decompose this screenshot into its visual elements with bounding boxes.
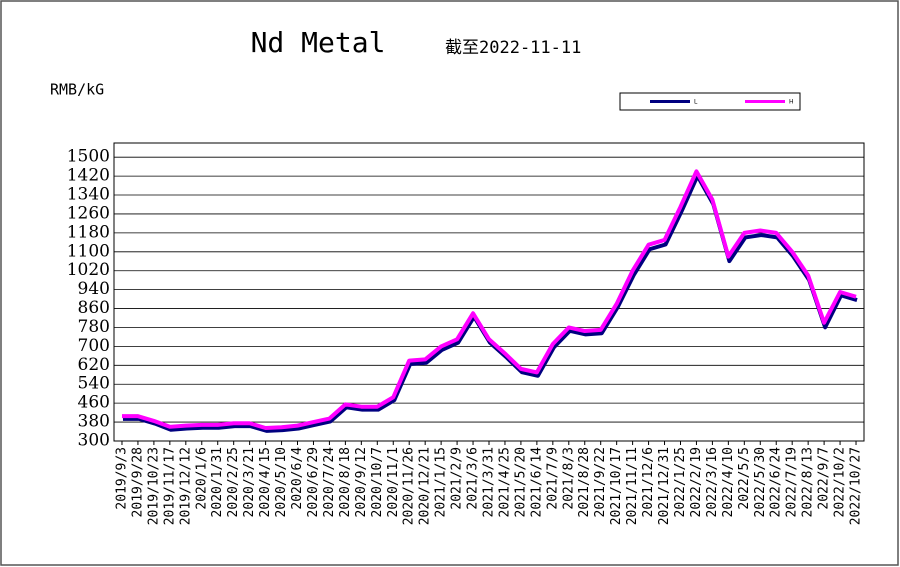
y-tick-label: 940 xyxy=(78,279,110,299)
y-tick-label: 1260 xyxy=(67,203,110,223)
x-tick-label: 2022/6/24 xyxy=(769,447,784,518)
legend-box xyxy=(619,92,801,111)
x-tick-label: 2019/9/28 xyxy=(130,447,145,517)
y-tick-label: 1420 xyxy=(67,166,110,186)
x-tick-label: 2019/10/23 xyxy=(146,447,161,525)
x-tick-label: 2021/3/31 xyxy=(482,447,497,517)
x-tick-label: 2021/12/31 xyxy=(657,447,672,525)
y-tick-label: 540 xyxy=(78,374,110,394)
y-tick-label: 1100 xyxy=(67,241,110,261)
x-tick-label: 2020/9/12 xyxy=(354,447,369,517)
y-tick-label: 620 xyxy=(78,355,110,375)
x-tick-label: 2021/11/11 xyxy=(625,447,640,525)
x-tick-label: 2020/4/15 xyxy=(258,447,273,517)
x-tick-label: 2021/2/9 xyxy=(450,447,465,510)
x-tick-label: 2022/5/30 xyxy=(753,447,768,517)
x-tick-label: 2022/1/25 xyxy=(673,447,688,517)
x-tick-label: 2021/12/6 xyxy=(641,447,656,517)
y-tick-label: 380 xyxy=(78,412,110,432)
legend-label: H xyxy=(789,99,794,106)
x-tick-label: 2020/6/4 xyxy=(290,447,305,510)
y-tick-label: 860 xyxy=(78,298,110,318)
x-tick-label: 2020/10/7 xyxy=(370,447,385,517)
x-tick-label: 2021/3/6 xyxy=(466,447,481,510)
x-tick-label: 2019/12/12 xyxy=(178,447,193,525)
x-tick-label: 2020/3/21 xyxy=(242,447,257,517)
x-tick-label: 2022/8/13 xyxy=(801,447,816,517)
x-tick-label: 2020/1/31 xyxy=(210,447,225,517)
x-tick-label: 2020/7/24 xyxy=(322,447,337,518)
legend-label: L xyxy=(694,99,698,106)
x-tick-label: 2019/11/17 xyxy=(162,447,177,525)
y-tick-label: 780 xyxy=(78,317,110,337)
x-tick-label: 2022/3/16 xyxy=(705,447,720,517)
y-tick-label: 460 xyxy=(78,393,110,413)
y-tick-label: 700 xyxy=(78,336,110,356)
x-tick-label: 2021/8/3 xyxy=(561,447,576,510)
y-tick-label: 1340 xyxy=(67,185,110,205)
x-tick-label: 2020/11/1 xyxy=(386,447,401,517)
chart-subtitle: 截至2022-11-11 xyxy=(445,38,581,58)
y-tick-label: 1500 xyxy=(67,147,110,167)
chart-title: Nd Metal xyxy=(251,26,386,59)
x-tick-label: 2020/8/18 xyxy=(338,447,353,517)
x-tick-label: 2021/9/22 xyxy=(593,447,608,517)
x-tick-label: 2021/8/28 xyxy=(577,447,592,517)
y-tick-label: 1180 xyxy=(67,222,110,242)
x-tick-label: 2020/5/10 xyxy=(274,447,289,517)
y-axis-label: RMB/kG xyxy=(50,81,104,99)
y-tick-label: 1020 xyxy=(67,260,110,280)
x-tick-label: 2020/11/26 xyxy=(402,447,417,525)
x-tick-label: 2022/10/2 xyxy=(833,447,848,517)
x-tick-label: 2020/2/25 xyxy=(226,447,241,517)
x-tick-label: 2022/2/19 xyxy=(689,447,704,517)
x-tick-label: 2022/4/10 xyxy=(721,447,736,517)
x-tick-label: 2022/5/5 xyxy=(737,447,752,510)
x-tick-label: 2022/9/7 xyxy=(817,447,832,510)
x-tick-label: 2020/12/21 xyxy=(418,447,433,525)
y-tick-label: 300 xyxy=(78,431,110,451)
line-series xyxy=(121,169,857,430)
x-tick-label: 2021/6/14 xyxy=(529,447,544,518)
x-tick-label: 2021/7/9 xyxy=(545,447,560,510)
x-tick-label: 2021/10/17 xyxy=(609,447,624,525)
x-tick-label: 2022/10/27 xyxy=(849,447,864,525)
x-tick-label: 2020/6/29 xyxy=(306,447,321,517)
x-tick-label: 2021/1/15 xyxy=(434,447,449,517)
x-tick-label: 2022/7/19 xyxy=(785,447,800,517)
x-tick-label: 2021/5/20 xyxy=(513,447,528,517)
x-tick-label: 2021/4/25 xyxy=(497,447,512,517)
x-tick-label: 2020/1/6 xyxy=(194,447,209,510)
x-tick-label: 2019/9/3 xyxy=(114,447,129,510)
